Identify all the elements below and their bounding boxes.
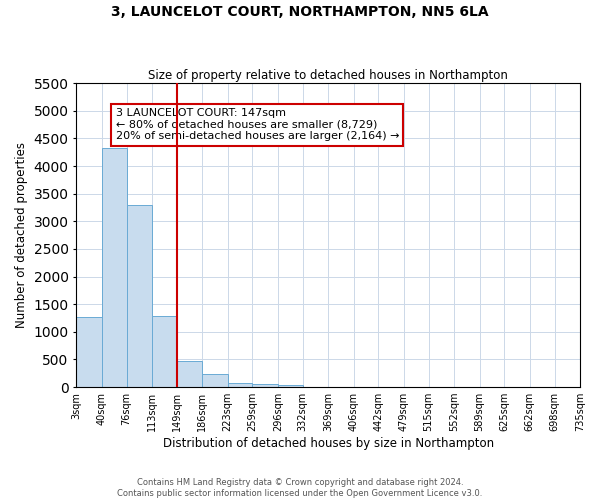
Bar: [227, 382, 253, 387]
Bar: [127, 204, 152, 387]
Text: 3, LAUNCELOT COURT, NORTHAMPTON, NN5 6LA: 3, LAUNCELOT COURT, NORTHAMPTON, NN5 6LA: [111, 5, 489, 19]
Bar: [102, 148, 127, 387]
Bar: [76, 317, 102, 387]
Bar: [177, 360, 202, 387]
Text: Contains HM Land Registry data © Crown copyright and database right 2024.
Contai: Contains HM Land Registry data © Crown c…: [118, 478, 482, 498]
Y-axis label: Number of detached properties: Number of detached properties: [15, 142, 28, 328]
Bar: [152, 316, 177, 387]
Bar: [253, 384, 278, 387]
X-axis label: Distribution of detached houses by size in Northampton: Distribution of detached houses by size …: [163, 437, 494, 450]
Bar: [278, 385, 303, 387]
Text: 3 LAUNCELOT COURT: 147sqm
← 80% of detached houses are smaller (8,729)
20% of se: 3 LAUNCELOT COURT: 147sqm ← 80% of detac…: [116, 108, 399, 141]
Bar: [202, 374, 227, 387]
Title: Size of property relative to detached houses in Northampton: Size of property relative to detached ho…: [148, 69, 508, 82]
